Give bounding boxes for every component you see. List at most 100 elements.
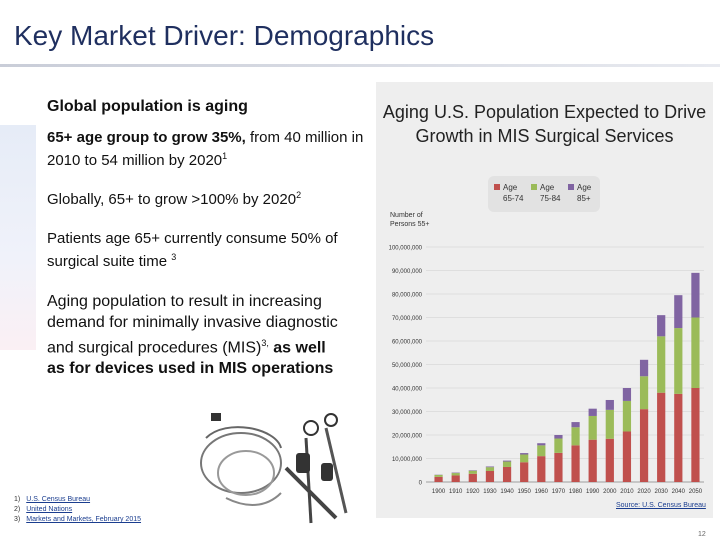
x-tick-label: 1950: [518, 489, 532, 495]
footnote-ref-3b: 3,: [261, 338, 269, 348]
bar-age-65-74: [571, 445, 580, 482]
bar-age-65-74: [468, 473, 477, 482]
x-tick-label: 2020: [637, 489, 651, 495]
bar-age-75-84: [502, 461, 512, 467]
x-tick-label: 1990: [586, 489, 600, 495]
legend-item-75-84: Age 75-84: [540, 182, 560, 204]
legend-label-85-plus-a: Age: [577, 183, 592, 192]
x-tick-label: 1940: [500, 489, 514, 495]
chart-source[interactable]: Source: U.S. Census Bureau: [616, 502, 706, 509]
bar-age-85-: [674, 295, 683, 329]
y-tick-label: 100,000,000: [389, 246, 423, 252]
footnote-1: 1) U.S. Census Bureau: [14, 496, 90, 503]
footnote-ref-3: 3: [171, 252, 177, 262]
bullet-global-65-text: Globally, 65+ to grow >100% by 2020: [47, 191, 297, 208]
y-tick-label: 50,000,000: [392, 363, 423, 369]
bar-age-85-: [537, 443, 546, 446]
bar-age-75-84: [691, 317, 700, 388]
bullet-global-65: Globally, 65+ to grow >100% by 20202: [47, 186, 301, 209]
bar-age-75-84: [520, 454, 529, 463]
bar-age-65-74: [537, 456, 546, 482]
title-rule: [0, 64, 720, 67]
bar-age-65-74: [502, 466, 512, 482]
bar-age-65-74: [451, 475, 460, 482]
bar-age-65-74: [520, 462, 529, 482]
legend-swatch-65-74: [494, 184, 500, 190]
x-tick-label: 2030: [655, 489, 669, 495]
bar-age-85-: [639, 359, 649, 377]
bar-age-75-84: [537, 445, 546, 457]
bar-age-75-84: [588, 415, 597, 440]
bar-age-65-74: [554, 452, 563, 482]
bar-age-85-: [622, 388, 632, 401]
bullet-mis-demand-bold: as well as for devices used in MIS opera…: [47, 339, 334, 378]
y-axis-label: Number of Persons 55+: [390, 212, 430, 228]
footnote-3-link[interactable]: Markets and Markets, February 2015: [26, 516, 142, 523]
slide-title: Key Market Driver: Demographics: [14, 20, 435, 51]
bar-age-75-84: [571, 427, 580, 446]
bullet-mis-demand-text: Aging population to result in increasing…: [47, 293, 338, 357]
y-tick-label: 70,000,000: [392, 316, 423, 322]
bar-age-75-84: [639, 376, 649, 410]
page-number: 12: [698, 531, 706, 538]
bar-age-65-74: [622, 431, 632, 482]
bullet-global-aging: Global population is aging: [47, 98, 248, 115]
legend-label-75-84-b: 75-84: [540, 194, 561, 203]
legend-item-85-plus: Age 85+: [577, 182, 591, 204]
side-accent: [0, 125, 36, 350]
y-tick-label: 60,000,000: [392, 340, 423, 346]
footnote-ref-2: 2: [296, 190, 302, 200]
bar-age-65-74: [657, 392, 666, 482]
bar-age-65-74: [588, 439, 597, 482]
x-tick-label: 1960: [535, 489, 549, 495]
bar-age-85-: [657, 315, 666, 337]
bullet-mis-demand: Aging population to result in increasing…: [47, 291, 347, 379]
x-tick-label: 2010: [620, 489, 634, 495]
bar-age-75-84: [622, 400, 632, 432]
bar-age-75-84: [434, 474, 443, 477]
bar-age-75-84: [674, 328, 683, 394]
footnote-1-link[interactable]: U.S. Census Bureau: [26, 496, 91, 503]
bar-age-65-74: [485, 470, 495, 482]
footnote-3-num: 3): [14, 516, 21, 523]
y-tick-label: 30,000,000: [392, 410, 423, 416]
bar-age-85-: [691, 272, 700, 318]
x-tick-label: 2050: [689, 489, 703, 495]
bar-age-65-74: [639, 409, 649, 482]
footnote-ref-1: 1: [222, 151, 228, 161]
bullet-65-growth: 65+ age group to grow 35%, from 40 milli…: [47, 128, 367, 170]
x-tick-label: 2000: [603, 489, 617, 495]
legend-label-65-74-a: Age: [503, 183, 518, 192]
legend-label-75-84-a: Age: [540, 183, 555, 192]
bar-age-75-84: [657, 336, 666, 393]
bar-age-65-74: [691, 388, 700, 482]
x-tick-label: 1970: [552, 489, 566, 495]
bullet-65-growth-rest: from 40 million in 2010 to 54 million by…: [47, 129, 364, 169]
footnote-2: 2) United Nations: [14, 506, 72, 513]
bar-age-85-: [588, 408, 597, 416]
chart-title: Aging U.S. Population Expected to Drive …: [382, 102, 707, 146]
chart-legend: Age 65-74 Age 75-84 Age 85+: [488, 176, 600, 212]
x-tick-label: 1920: [466, 489, 480, 495]
legend-swatch-75-84: [531, 184, 537, 190]
bar-age-65-74: [674, 393, 683, 482]
bar-age-75-84: [485, 467, 495, 471]
bullet-65-growth-bold: 65+ age group to grow 35%,: [47, 129, 246, 146]
y-tick-label: 20,000,000: [392, 434, 423, 440]
bar-age-85-: [571, 422, 580, 428]
y-tick-label: 40,000,000: [392, 387, 423, 393]
legend-label-85-plus-b: 85+: [577, 194, 591, 203]
surgical-instruments-image: [200, 413, 348, 524]
y-tick-label: 80,000,000: [392, 293, 423, 299]
bar-age-85-: [502, 460, 512, 462]
y-tick-label: 10,000,000: [392, 457, 423, 463]
bar-age-85-: [485, 466, 495, 468]
bar-age-75-84: [451, 473, 460, 476]
chart-panel: Aging U.S. Population Expected to Drive …: [376, 82, 713, 518]
x-tick-label: 1930: [483, 489, 497, 495]
legend-item-65-74: Age 65-74: [503, 182, 523, 204]
bar-age-75-84: [468, 470, 477, 474]
population-chart: 0 10,000,000 20,000,000 30,000,000 40,000,00…: [389, 246, 704, 495]
footnote-2-link[interactable]: United Nations: [26, 506, 73, 513]
bar-age-65-74: [434, 476, 443, 482]
